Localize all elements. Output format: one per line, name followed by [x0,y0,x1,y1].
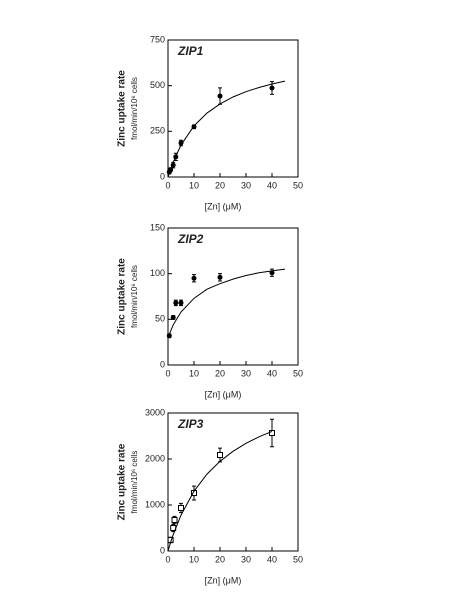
x-tick-label: 40 [267,554,277,564]
x-tick-label: 10 [189,180,199,190]
y-tick-label: 0 [160,171,165,181]
y-tick-label: 150 [150,222,165,232]
y-tick-label: 0 [160,545,165,555]
y-tick-label: 50 [155,314,165,324]
data-point [178,504,184,511]
x-tick-label: 40 [267,180,277,190]
y-tick-label: 750 [150,34,165,44]
y-axis-units: fmol/min/10⁶ cells [130,77,139,140]
x-tick-label: 0 [165,368,170,378]
x-axis-label: [Zn] (μM) [205,201,242,211]
data-point [171,516,178,523]
data-point [178,300,184,306]
y-tick-label: 2000 [145,453,165,463]
y-tick-label: 500 [150,80,165,90]
plot-frame [167,412,299,552]
data-point [269,85,275,91]
chart-panel: ZIP3 0 10 20 30 40 50 0 1000 2000 3000 [Zn] (μM) Zin… [117,407,303,585]
data-point [217,93,223,99]
fit-curve [167,80,286,178]
x-tick-label: 50 [293,368,303,378]
chart-panel: ZIP2 0 10 20 30 40 50 0 50 100 150 [Zn] (μM) Zinc up… [117,222,303,399]
y-axis-label: Zinc uptake rate [117,258,128,335]
y-tick-label: 1000 [145,499,165,509]
data-point [173,300,179,306]
fit-curve [167,430,273,552]
y-tick-label: 100 [150,268,165,278]
x-tick-label: 40 [267,368,277,378]
x-tick-label: 30 [241,368,251,378]
data-point [191,275,197,281]
y-axis-label: Zinc uptake rate [117,443,128,520]
x-tick-label: 20 [215,554,225,564]
x-axis-label: [Zn] (μM) [205,575,242,585]
data-point [217,451,223,458]
y-axis-units: fmol/min/10⁶ cells [130,451,139,514]
x-tick-label: 20 [215,180,225,190]
plot-frame [167,227,299,366]
y-tick-label: 0 [160,359,165,369]
x-tick-label: 20 [215,368,225,378]
fit-curve [167,268,286,338]
chart-title: ZIP2 [177,232,204,246]
x-tick-label: 50 [293,180,303,190]
x-tick-label: 10 [189,368,199,378]
data-point [178,140,184,146]
x-tick-label: 10 [189,554,199,564]
data-point [217,274,223,280]
y-axis-units: fmol/min/10⁶ cells [130,265,139,328]
plot-frame [167,39,299,178]
x-tick-label: 30 [241,180,251,190]
x-tick-label: 0 [165,180,170,190]
y-tick-label: 3000 [145,407,165,417]
chart-title: ZIP1 [177,44,204,58]
data-point [170,315,176,321]
x-axis-label: [Zn] (μM) [205,389,242,399]
x-tick-label: 0 [165,554,170,564]
x-tick-label: 30 [241,554,251,564]
x-tick-label: 50 [293,554,303,564]
data-point [269,430,275,437]
chart-title: ZIP3 [177,417,204,431]
y-tick-label: 250 [150,126,165,136]
y-axis-label: Zinc uptake rate [117,70,128,147]
